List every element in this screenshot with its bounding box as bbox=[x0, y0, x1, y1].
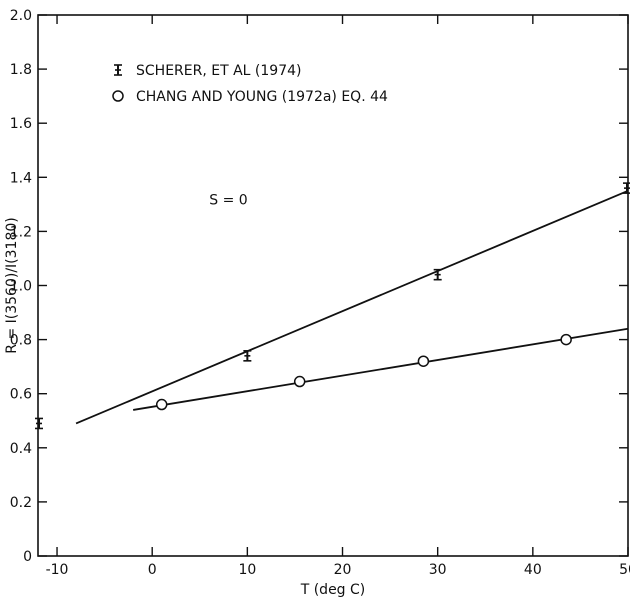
data-point-chang-young bbox=[417, 355, 430, 367]
y-tick-label: 0.2 bbox=[10, 495, 32, 511]
data-point-scherer bbox=[243, 350, 252, 362]
y-tick-label: 1.6 bbox=[10, 116, 32, 132]
y-tick-label: 1.2 bbox=[10, 224, 32, 240]
x-tick-label: 40 bbox=[524, 562, 542, 578]
x-tick-label: 10 bbox=[238, 562, 256, 578]
legend-marker-error-bar bbox=[114, 64, 122, 76]
legend: SCHERER, ET AL (1974) CHANG AND YOUNG (1… bbox=[112, 63, 388, 105]
x-tick-label: 50 bbox=[619, 562, 630, 578]
data-point-chang-young bbox=[155, 398, 168, 411]
x-tick-label: 30 bbox=[429, 562, 447, 578]
data-point-chang-young bbox=[560, 333, 572, 346]
legend-marker-open-circle-shape bbox=[112, 90, 124, 102]
fit-lines bbox=[75, 189, 629, 425]
annotation-s-equals-zero: S = 0 bbox=[209, 192, 247, 208]
y-tick-label: 1.0 bbox=[10, 279, 32, 295]
data-point-scherer bbox=[35, 417, 43, 430]
y-tick-label: 1.8 bbox=[10, 62, 32, 78]
y-tick-label: 2.0 bbox=[10, 8, 32, 24]
data-point-chang-young bbox=[293, 375, 306, 388]
x-tick-label: -10 bbox=[46, 562, 69, 578]
fit-line-series-1 bbox=[133, 327, 629, 411]
x-tick-label: 20 bbox=[334, 562, 352, 578]
y-tick-label: 0.4 bbox=[10, 441, 32, 457]
x-axis-title: T (deg C) bbox=[300, 582, 366, 598]
legend-label-chang-young: CHANG AND YOUNG (1972a) EQ. 44 bbox=[136, 89, 388, 105]
legend-marker-error-bar-shape bbox=[114, 64, 122, 76]
y-tick-label: 0 bbox=[23, 549, 32, 565]
legend-label-scherer: SCHERER, ET AL (1974) bbox=[136, 63, 301, 79]
data-point-scherer bbox=[433, 268, 442, 281]
y-tick-label: 1.4 bbox=[10, 170, 32, 186]
y-tick-label: 0.6 bbox=[10, 387, 32, 403]
fit-line-series-0 bbox=[75, 189, 629, 425]
axis-tick-labels: -10 0 10 20 30 40 50 0 0.2 0.4 0.6 0.8 1.0 1.2 1.4 1.6 1… bbox=[10, 8, 630, 578]
axis-ticks bbox=[38, 14, 629, 557]
y-tick-label: 0.8 bbox=[10, 333, 32, 349]
y-axis-title: R = I(3560)/I(3180) bbox=[4, 217, 20, 353]
x-tick-label: 0 bbox=[148, 562, 157, 578]
data-points bbox=[35, 182, 630, 430]
legend-marker-open-circle bbox=[112, 90, 124, 102]
